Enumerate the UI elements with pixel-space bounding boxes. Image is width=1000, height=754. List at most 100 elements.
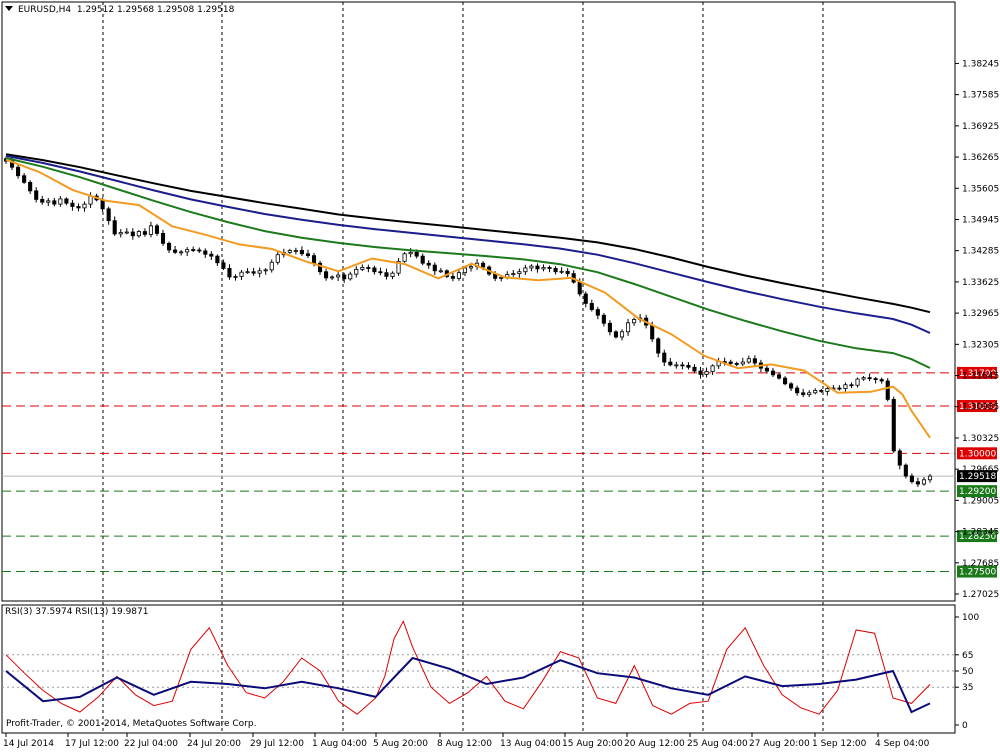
rsi-tick-label-0: 100 <box>962 613 979 623</box>
candle-body-19 <box>118 232 123 235</box>
candle-body-67 <box>408 251 413 255</box>
candle-body-150 <box>909 475 914 483</box>
candle-body-38 <box>233 276 238 278</box>
candle-body-128 <box>776 374 782 379</box>
time-tick-label-1: 17 Jul 12:00 <box>65 739 119 749</box>
candle-body-42 <box>257 270 262 274</box>
candle-body-52 <box>317 262 323 273</box>
time-tick-label-12: 27 Aug 20:00 <box>749 739 810 749</box>
level-tag-label-4: 1.28250 <box>959 532 996 542</box>
candle-body-28 <box>173 249 178 253</box>
rsi-tick-label-3: 35 <box>962 683 973 693</box>
rsi-tick-label-4: 0 <box>962 721 968 731</box>
ohlc-values: 1.29512 1.29568 1.29508 1.29518 <box>76 5 235 15</box>
chart-menu-triangle-icon[interactable] <box>5 6 13 11</box>
candle-body-57 <box>348 273 353 280</box>
candle-body-16 <box>100 199 105 210</box>
candle-body-36 <box>221 262 226 269</box>
rsi-header-label: RSI(3) 37.5974 RSI(13) 19.9871 <box>5 607 149 617</box>
candle-body-112 <box>680 364 685 367</box>
level-tag-2 <box>957 447 997 460</box>
candle-body-142 <box>861 377 866 380</box>
candle-body-18 <box>112 220 117 235</box>
candle-body-123 <box>746 358 751 363</box>
candle-body-93 <box>565 270 570 275</box>
candle-body-23 <box>142 231 147 235</box>
candle-body-25 <box>154 225 160 234</box>
level-tag-3 <box>957 485 997 498</box>
candle-body-129 <box>783 377 788 385</box>
candle-body-149 <box>903 464 908 477</box>
main-panel-frame <box>1 1 956 602</box>
candle-body-127 <box>770 370 776 376</box>
candle-body-140 <box>849 384 854 387</box>
candle-body-24 <box>148 225 153 235</box>
candle-body-61 <box>372 267 377 273</box>
level-tag-4 <box>957 530 997 543</box>
price-tick-label-14: 1.29005 <box>962 496 999 506</box>
candle-body-44 <box>269 261 274 271</box>
price-tick-label-3: 1.36265 <box>962 153 999 163</box>
copyright-footer: Profit-Trader, © 2001-2014, MetaQuotes S… <box>6 719 257 729</box>
candle-body-136 <box>825 388 830 392</box>
candle-body-58 <box>354 268 359 275</box>
candle-body-60 <box>366 267 371 269</box>
candle-body-98 <box>595 309 600 316</box>
level-tag-1 <box>957 400 997 413</box>
candle-body-77 <box>468 266 474 269</box>
time-tick-label-10: 20 Aug 12:00 <box>624 739 685 749</box>
candle-body-84 <box>511 273 516 276</box>
candle-body-143 <box>867 377 872 380</box>
candle-body-102 <box>619 331 625 338</box>
rsi-series-line-1 <box>5 656 931 714</box>
candle-body-59 <box>360 267 365 270</box>
price-tick-label-12: 1.30325 <box>962 434 999 444</box>
candle-body-26 <box>160 233 166 244</box>
candle-body-53 <box>324 271 329 279</box>
price-tick-label-2: 1.36925 <box>962 122 999 132</box>
time-tick-label-0: 14 Jul 2014 <box>3 739 54 749</box>
price-tick-label-17: 1.27025 <box>962 590 999 600</box>
price-tick-label-6: 1.34285 <box>962 247 999 257</box>
rsi-tick-label-2: 50 <box>962 667 974 677</box>
candle-body-54 <box>330 276 335 279</box>
price-tick-label-16: 1.27685 <box>962 559 999 569</box>
candle-body-91 <box>553 268 558 273</box>
candle-body-145 <box>879 379 884 382</box>
candle-body-8 <box>52 200 57 205</box>
candle-body-97 <box>589 303 594 310</box>
candle-body-115 <box>698 370 703 375</box>
main-chart-header: EURUSD,H4 1.29512 1.29568 1.29508 1.2951… <box>5 5 234 15</box>
candle-body-92 <box>559 270 564 273</box>
candle-body-148 <box>897 450 902 466</box>
level-tag-0 <box>957 366 997 379</box>
candle-body-13 <box>82 203 87 209</box>
candle-body-82 <box>499 277 504 279</box>
candle-body-113 <box>686 364 691 368</box>
candle-body-51 <box>311 255 317 264</box>
time-tick-label-14: 4 Sep 04:00 <box>875 739 930 749</box>
time-tick-label-11: 25 Aug 04:00 <box>687 739 748 749</box>
candle-body-131 <box>795 387 800 394</box>
candle-body-35 <box>215 255 220 264</box>
rsi-panel-frame <box>1 604 956 734</box>
price-tick-label-15: 1.28345 <box>962 528 999 538</box>
candle-body-40 <box>245 271 250 274</box>
candle-body-110 <box>668 361 673 366</box>
price-tick-label-13: 1.29665 <box>962 465 999 475</box>
candle-body-87 <box>529 265 534 269</box>
candle-body-17 <box>106 208 111 222</box>
last-price-tag-label: 1.29518 <box>959 472 996 482</box>
level-tag-5 <box>957 565 997 578</box>
price-tick-label-8: 1.32965 <box>962 309 999 319</box>
time-tick-label-6: 5 Aug 20:00 <box>373 739 428 749</box>
candle-body-124 <box>752 358 757 364</box>
time-tick-label-3: 24 Jul 20:00 <box>187 739 241 749</box>
candle-body-76 <box>462 267 468 274</box>
candle-body-86 <box>523 267 528 273</box>
price-tick-label-5: 1.34945 <box>962 215 999 225</box>
candle-body-70 <box>426 262 431 266</box>
candle-body-49 <box>299 250 304 255</box>
